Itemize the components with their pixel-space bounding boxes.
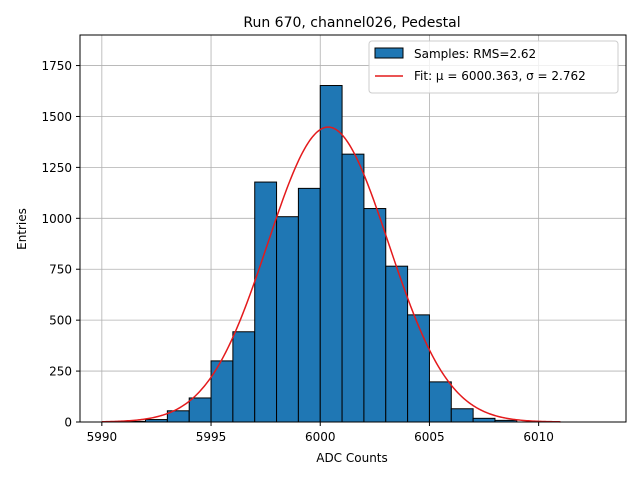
x-tick-label: 6005 bbox=[414, 430, 445, 444]
y-tick-label: 500 bbox=[49, 314, 72, 328]
histogram-bar bbox=[276, 216, 299, 423]
fit-curve bbox=[101, 126, 561, 423]
axis-ticks: 5990 5995 6000 6005 6010 0 250 500 750 1000 1250 15… bbox=[41, 59, 553, 444]
histogram-bar bbox=[428, 381, 452, 423]
histogram-bar bbox=[254, 181, 278, 423]
y-tick-label: 1250 bbox=[41, 161, 72, 175]
y-tick-label: 0 bbox=[64, 416, 72, 430]
histogram-bar bbox=[450, 408, 474, 423]
histogram-bar bbox=[407, 314, 430, 423]
y-tick-label: 1750 bbox=[41, 59, 72, 73]
plot-frame bbox=[79, 34, 627, 423]
histogram-bar bbox=[297, 187, 321, 423]
y-tick-label: 1500 bbox=[41, 110, 72, 124]
histogram-bar bbox=[319, 85, 343, 423]
y-tick-label: 750 bbox=[49, 263, 72, 277]
y-tick-label: 250 bbox=[49, 365, 72, 379]
histogram-bar bbox=[232, 331, 256, 423]
x-tick-label: 5995 bbox=[196, 430, 227, 444]
x-tick-label: 6010 bbox=[523, 430, 554, 444]
x-tick-label: 5990 bbox=[87, 430, 118, 444]
legend-box bbox=[368, 40, 619, 94]
histogram-bar bbox=[341, 153, 365, 423]
legend-label-fit: Fit: μ = 6000.363, σ = 2.762 bbox=[414, 69, 586, 83]
legend: Samples: RMS=2.62 Fit: μ = 6000.363, σ =… bbox=[368, 40, 619, 94]
y-axis-label: Entries bbox=[15, 208, 29, 250]
histogram-bar bbox=[363, 208, 387, 423]
chart-title: Run 670, channel026, Pedestal bbox=[243, 15, 460, 31]
legend-label-samples: Samples: RMS=2.62 bbox=[414, 47, 536, 61]
histogram-bar bbox=[472, 417, 496, 423]
y-tick-label: 1000 bbox=[41, 212, 72, 226]
x-tick-label: 6000 bbox=[305, 430, 336, 444]
x-axis-label: ADC Counts bbox=[316, 451, 388, 465]
histogram-bar bbox=[210, 360, 234, 423]
legend-swatch-samples bbox=[374, 47, 404, 59]
histogram-bar bbox=[188, 397, 212, 423]
